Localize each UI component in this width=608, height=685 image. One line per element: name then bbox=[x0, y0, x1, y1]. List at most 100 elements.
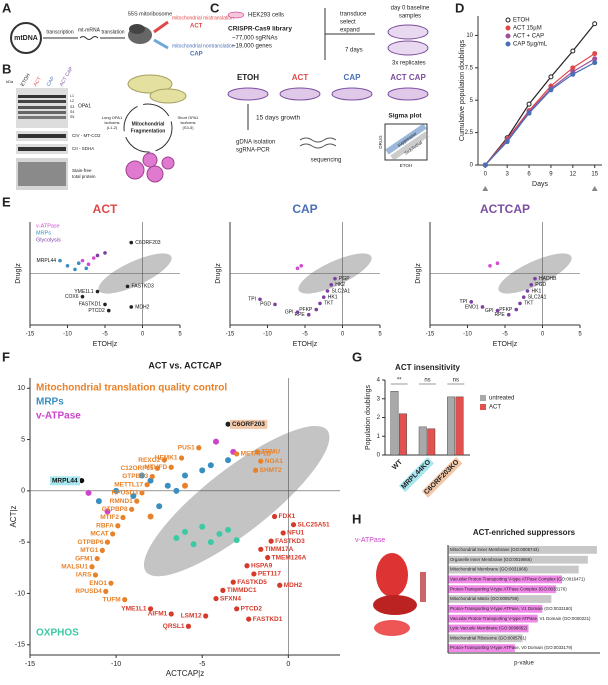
point bbox=[113, 487, 120, 494]
label: (S3-5) bbox=[182, 125, 194, 130]
y-axis-label: Drug|z bbox=[415, 263, 422, 284]
point-label: MCAT bbox=[90, 531, 108, 538]
y-tick-label: -5 bbox=[19, 539, 25, 546]
legend-label: ACT 15µM bbox=[513, 26, 542, 32]
point-label: PUS1 bbox=[178, 444, 195, 451]
label: mt-mRNA bbox=[78, 27, 101, 33]
lane-label: CAP bbox=[46, 75, 57, 87]
point-label: TPI bbox=[459, 299, 467, 305]
labeled-point bbox=[251, 571, 257, 577]
point bbox=[225, 526, 232, 533]
point-label: MDH2 bbox=[284, 582, 303, 589]
dish bbox=[387, 24, 429, 40]
term-label: Proton-Transporting V-type ATPase, V0 Do… bbox=[450, 645, 573, 650]
point-label: GTPBP6 bbox=[77, 539, 103, 546]
point-label: SHMT2 bbox=[260, 467, 282, 474]
point bbox=[213, 438, 219, 445]
point-label: NFU1 bbox=[287, 530, 304, 537]
series-line bbox=[484, 62, 595, 166]
label: ETOH bbox=[400, 163, 412, 168]
point-label: MTIF2 bbox=[100, 514, 119, 521]
blot-label: CII - SDHA bbox=[72, 146, 94, 151]
labeled-point bbox=[154, 465, 161, 471]
point-label: FASTKD3 bbox=[132, 284, 154, 290]
point-label: FASTKD1 bbox=[79, 302, 101, 308]
blot-label: CIV - MT-CO2 bbox=[72, 133, 101, 138]
labeled-point bbox=[103, 588, 109, 594]
y-tick-label: 0 bbox=[470, 163, 474, 169]
point bbox=[207, 539, 214, 546]
fragment bbox=[125, 160, 145, 180]
structure bbox=[376, 553, 408, 597]
band bbox=[18, 116, 66, 119]
labeled-point bbox=[234, 451, 240, 457]
chart-title: ACT vs. ACTCAP bbox=[148, 360, 221, 370]
panel-label: B bbox=[2, 61, 11, 76]
labeled-point bbox=[203, 613, 209, 619]
point-label: QRSL1 bbox=[163, 623, 185, 630]
label: DRUG bbox=[378, 135, 383, 149]
x-tick-label: -5 bbox=[102, 332, 108, 338]
x-tick-label: 6 bbox=[527, 172, 531, 178]
labeled-point bbox=[110, 531, 116, 537]
y-tick-label: 0 bbox=[377, 453, 381, 459]
point-label: FASTKD1 bbox=[253, 616, 283, 623]
lane-label: ETOH bbox=[20, 72, 32, 87]
point-label: TIMMDC1 bbox=[227, 587, 257, 594]
y-tick-label: 5 bbox=[470, 98, 474, 104]
point-label: HSPA9 bbox=[251, 562, 273, 569]
label: samples bbox=[399, 14, 421, 20]
timepoint-marker bbox=[591, 186, 598, 191]
point-label: HK2 bbox=[335, 282, 345, 288]
point-label: PGD bbox=[260, 302, 271, 308]
labeled-point bbox=[518, 301, 522, 306]
dish bbox=[279, 87, 321, 101]
bar bbox=[448, 546, 597, 554]
label: (L1-2) bbox=[107, 125, 118, 130]
timepoint-marker bbox=[482, 186, 489, 191]
point-label: HK1 bbox=[328, 295, 338, 301]
label: 55S mitoribosome bbox=[128, 11, 172, 17]
point bbox=[84, 266, 89, 271]
point-label: MDH2 bbox=[135, 304, 149, 310]
y-tick-label: 2 bbox=[377, 415, 381, 421]
labeled-point bbox=[521, 295, 526, 299]
x-tick-label: 5 bbox=[578, 332, 582, 338]
label: HEK293 cells bbox=[248, 13, 284, 19]
legend-label: v-ATPase bbox=[36, 411, 81, 422]
point bbox=[592, 60, 598, 66]
point-label: TIMM17A bbox=[265, 546, 294, 553]
point-label: PET117 bbox=[258, 571, 282, 578]
significance: ** bbox=[397, 378, 402, 384]
label: gDNA isolation bbox=[236, 140, 275, 146]
point-label: PFKP bbox=[499, 307, 513, 313]
labeled-point bbox=[144, 482, 150, 488]
y-axis-label: Population doublings bbox=[365, 385, 372, 450]
labeled-point bbox=[125, 284, 130, 289]
label: day 0 baseline bbox=[391, 6, 430, 12]
point bbox=[138, 472, 145, 479]
label: translation bbox=[101, 29, 124, 35]
point-label: C6ORF203 bbox=[232, 421, 265, 428]
x-tick-label: -10 bbox=[463, 332, 472, 338]
point-label: FASTKD5 bbox=[237, 579, 267, 586]
point bbox=[76, 261, 81, 266]
bar bbox=[418, 426, 427, 456]
legend-label: ETOH bbox=[513, 18, 530, 24]
point-label: ENO1 bbox=[465, 304, 479, 310]
y-axis-label: Cumulative population doublings bbox=[459, 39, 466, 141]
x-tick-label: -15 bbox=[25, 661, 35, 668]
y-tick-label: 4 bbox=[377, 378, 381, 384]
panel-a: mtDNA transcription mt-mRNA translation … bbox=[10, 11, 235, 58]
point-label: RPE bbox=[294, 312, 305, 318]
label: CRISPR-Cas9 library bbox=[228, 26, 292, 33]
labeled-point bbox=[277, 582, 283, 588]
labeled-point bbox=[89, 564, 95, 570]
point bbox=[147, 477, 154, 484]
point-label: MRPL44 bbox=[52, 477, 78, 484]
band bbox=[18, 147, 66, 151]
legend-label: Glycolysis bbox=[36, 237, 61, 243]
label: 15 days growth bbox=[256, 115, 300, 122]
term-label: Mitochondrial Membrane (GO:0031966) bbox=[450, 567, 528, 572]
point-label: PGP bbox=[339, 276, 350, 282]
